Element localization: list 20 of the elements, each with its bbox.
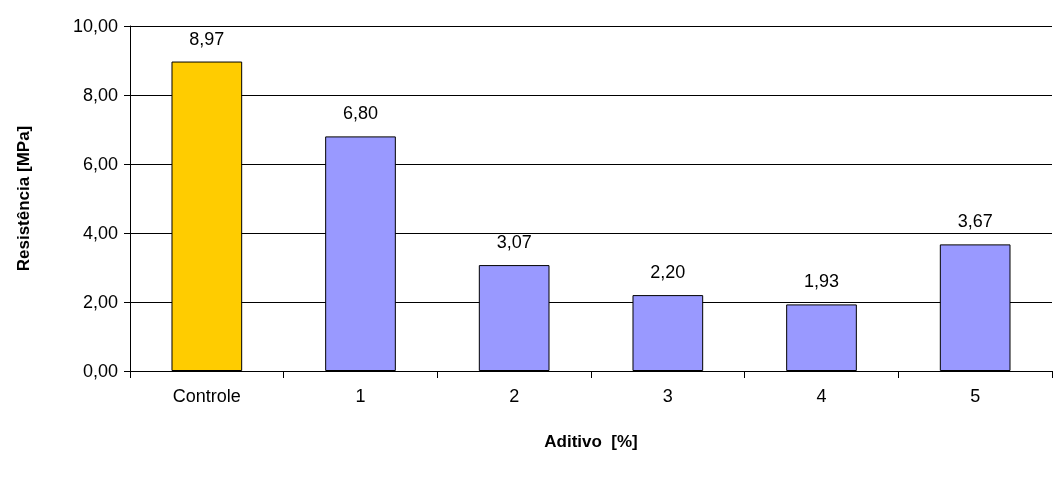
y-tick-label: 8,00 <box>82 85 118 105</box>
y-tick-label: 0,00 <box>82 361 118 381</box>
x-tick-label: 5 <box>970 386 981 406</box>
data-label: 6,80 <box>342 103 379 124</box>
x-tick-label: 3 <box>662 386 673 406</box>
data-label: 8,97 <box>189 28 225 49</box>
data-label: 3,07 <box>496 232 532 253</box>
y-tick-label: 6,00 <box>82 154 118 174</box>
y-tick-label: 4,00 <box>82 223 118 243</box>
y-tick-label: 10,00 <box>72 16 118 36</box>
data-label: 3,67 <box>957 211 993 232</box>
x-tick-label: 2 <box>509 386 520 406</box>
x-axis-title: Aditivo [%] <box>544 432 638 451</box>
x-tick-label: Controle <box>172 386 241 406</box>
x-tick-label: 4 <box>816 386 827 406</box>
y-axis-title: Resistência [MPa] <box>14 125 33 272</box>
data-label: 2,20 <box>650 262 686 283</box>
y-tick-label: 2,00 <box>82 292 118 312</box>
x-tick-label: 1 <box>355 386 366 406</box>
data-label: 1,93 <box>803 271 840 292</box>
